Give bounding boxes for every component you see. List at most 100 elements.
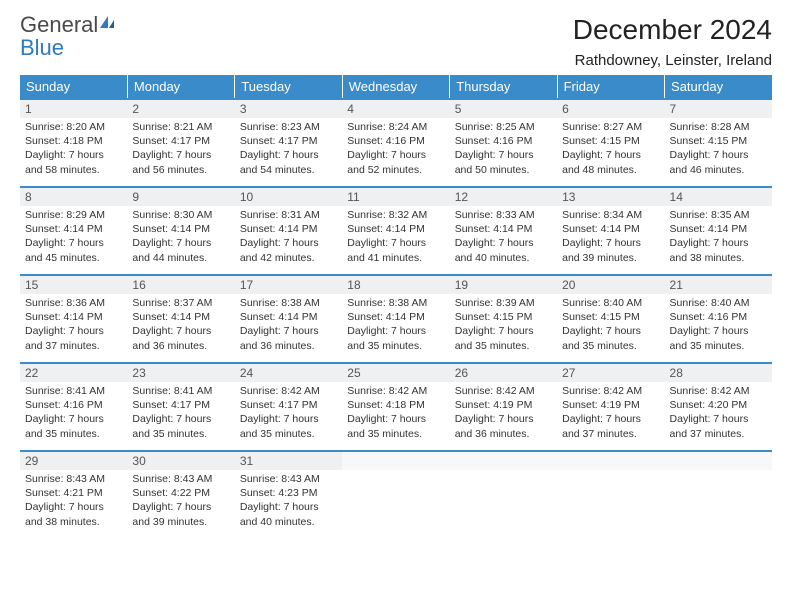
sunset-text: Sunset: 4:23 PM xyxy=(240,486,337,500)
sunset-text: Sunset: 4:19 PM xyxy=(562,398,659,412)
location: Rathdowney, Leinster, Ireland xyxy=(573,52,772,69)
sunrise-text: Sunrise: 8:35 AM xyxy=(670,208,767,222)
day-number: 14 xyxy=(665,188,772,206)
day-number: 18 xyxy=(342,276,449,294)
sunrise-text: Sunrise: 8:38 AM xyxy=(347,296,444,310)
calendar-cell xyxy=(450,451,557,539)
daylight-text: Daylight: 7 hours and 35 minutes. xyxy=(240,412,337,440)
logo-text-block: General Blue xyxy=(20,14,116,60)
sunrise-text: Sunrise: 8:41 AM xyxy=(25,384,122,398)
sunrise-text: Sunrise: 8:24 AM xyxy=(347,120,444,134)
day-details: Sunrise: 8:42 AMSunset: 4:19 PMDaylight:… xyxy=(557,382,664,445)
calendar-cell: 6Sunrise: 8:27 AMSunset: 4:15 PMDaylight… xyxy=(557,99,664,187)
sunrise-text: Sunrise: 8:42 AM xyxy=(562,384,659,398)
calendar-cell: 26Sunrise: 8:42 AMSunset: 4:19 PMDayligh… xyxy=(450,363,557,451)
day-number: 5 xyxy=(450,100,557,118)
calendar-cell: 12Sunrise: 8:33 AMSunset: 4:14 PMDayligh… xyxy=(450,187,557,275)
day-number: 1 xyxy=(20,100,127,118)
calendar-row: 1Sunrise: 8:20 AMSunset: 4:18 PMDaylight… xyxy=(20,99,772,187)
daylight-text: Daylight: 7 hours and 37 minutes. xyxy=(25,324,122,352)
day-number: 24 xyxy=(235,364,342,382)
day-details: Sunrise: 8:36 AMSunset: 4:14 PMDaylight:… xyxy=(20,294,127,357)
sunrise-text: Sunrise: 8:42 AM xyxy=(455,384,552,398)
sunrise-text: Sunrise: 8:42 AM xyxy=(347,384,444,398)
day-number: 26 xyxy=(450,364,557,382)
day-details: Sunrise: 8:33 AMSunset: 4:14 PMDaylight:… xyxy=(450,206,557,269)
logo: General Blue xyxy=(20,14,116,60)
sunset-text: Sunset: 4:14 PM xyxy=(25,310,122,324)
sunset-text: Sunset: 4:17 PM xyxy=(240,134,337,148)
calendar-row: 15Sunrise: 8:36 AMSunset: 4:14 PMDayligh… xyxy=(20,275,772,363)
daylight-text: Daylight: 7 hours and 35 minutes. xyxy=(132,412,229,440)
day-number xyxy=(665,452,772,470)
weekday-header: Friday xyxy=(557,75,664,99)
daylight-text: Daylight: 7 hours and 37 minutes. xyxy=(562,412,659,440)
day-details: Sunrise: 8:21 AMSunset: 4:17 PMDaylight:… xyxy=(127,118,234,181)
sunset-text: Sunset: 4:14 PM xyxy=(132,310,229,324)
daylight-text: Daylight: 7 hours and 44 minutes. xyxy=(132,236,229,264)
day-details: Sunrise: 8:34 AMSunset: 4:14 PMDaylight:… xyxy=(557,206,664,269)
day-number: 25 xyxy=(342,364,449,382)
day-number: 17 xyxy=(235,276,342,294)
sunrise-text: Sunrise: 8:23 AM xyxy=(240,120,337,134)
day-details: Sunrise: 8:28 AMSunset: 4:15 PMDaylight:… xyxy=(665,118,772,181)
day-details: Sunrise: 8:24 AMSunset: 4:16 PMDaylight:… xyxy=(342,118,449,181)
daylight-text: Daylight: 7 hours and 35 minutes. xyxy=(25,412,122,440)
daylight-text: Daylight: 7 hours and 36 minutes. xyxy=(455,412,552,440)
logo-blue: Blue xyxy=(20,35,64,60)
calendar-cell: 1Sunrise: 8:20 AMSunset: 4:18 PMDaylight… xyxy=(20,99,127,187)
day-number: 22 xyxy=(20,364,127,382)
calendar-cell xyxy=(665,451,772,539)
day-number: 3 xyxy=(235,100,342,118)
weekday-header: Sunday xyxy=(20,75,127,99)
calendar-cell: 27Sunrise: 8:42 AMSunset: 4:19 PMDayligh… xyxy=(557,363,664,451)
sunrise-text: Sunrise: 8:42 AM xyxy=(670,384,767,398)
daylight-text: Daylight: 7 hours and 39 minutes. xyxy=(132,500,229,528)
day-details: Sunrise: 8:37 AMSunset: 4:14 PMDaylight:… xyxy=(127,294,234,357)
day-number xyxy=(342,452,449,470)
sunset-text: Sunset: 4:15 PM xyxy=(455,310,552,324)
weekday-header-row: SundayMondayTuesdayWednesdayThursdayFrid… xyxy=(20,75,772,99)
day-number: 4 xyxy=(342,100,449,118)
day-details: Sunrise: 8:32 AMSunset: 4:14 PMDaylight:… xyxy=(342,206,449,269)
day-number: 15 xyxy=(20,276,127,294)
day-number: 20 xyxy=(557,276,664,294)
day-number: 2 xyxy=(127,100,234,118)
sunrise-text: Sunrise: 8:36 AM xyxy=(25,296,122,310)
day-details: Sunrise: 8:42 AMSunset: 4:19 PMDaylight:… xyxy=(450,382,557,445)
day-details: Sunrise: 8:43 AMSunset: 4:22 PMDaylight:… xyxy=(127,470,234,533)
calendar-cell: 24Sunrise: 8:42 AMSunset: 4:17 PMDayligh… xyxy=(235,363,342,451)
calendar-cell xyxy=(557,451,664,539)
calendar-cell: 3Sunrise: 8:23 AMSunset: 4:17 PMDaylight… xyxy=(235,99,342,187)
sunrise-text: Sunrise: 8:38 AM xyxy=(240,296,337,310)
calendar-cell: 7Sunrise: 8:28 AMSunset: 4:15 PMDaylight… xyxy=(665,99,772,187)
daylight-text: Daylight: 7 hours and 58 minutes. xyxy=(25,148,122,176)
day-number: 19 xyxy=(450,276,557,294)
daylight-text: Daylight: 7 hours and 40 minutes. xyxy=(240,500,337,528)
day-details: Sunrise: 8:38 AMSunset: 4:14 PMDaylight:… xyxy=(342,294,449,357)
weekday-header: Tuesday xyxy=(235,75,342,99)
calendar-row: 29Sunrise: 8:43 AMSunset: 4:21 PMDayligh… xyxy=(20,451,772,539)
sunset-text: Sunset: 4:15 PM xyxy=(562,134,659,148)
weekday-header: Saturday xyxy=(665,75,772,99)
sunset-text: Sunset: 4:18 PM xyxy=(25,134,122,148)
day-details: Sunrise: 8:38 AMSunset: 4:14 PMDaylight:… xyxy=(235,294,342,357)
day-number: 9 xyxy=(127,188,234,206)
day-number: 16 xyxy=(127,276,234,294)
calendar-cell: 8Sunrise: 8:29 AMSunset: 4:14 PMDaylight… xyxy=(20,187,127,275)
daylight-text: Daylight: 7 hours and 38 minutes. xyxy=(25,500,122,528)
sunrise-text: Sunrise: 8:41 AM xyxy=(132,384,229,398)
daylight-text: Daylight: 7 hours and 36 minutes. xyxy=(132,324,229,352)
weekday-header: Wednesday xyxy=(342,75,449,99)
sunset-text: Sunset: 4:15 PM xyxy=(670,134,767,148)
sunset-text: Sunset: 4:21 PM xyxy=(25,486,122,500)
day-details: Sunrise: 8:40 AMSunset: 4:15 PMDaylight:… xyxy=(557,294,664,357)
sail-icon xyxy=(98,14,116,35)
day-number: 31 xyxy=(235,452,342,470)
sunrise-text: Sunrise: 8:40 AM xyxy=(670,296,767,310)
day-number: 12 xyxy=(450,188,557,206)
calendar-table: SundayMondayTuesdayWednesdayThursdayFrid… xyxy=(20,75,772,539)
daylight-text: Daylight: 7 hours and 50 minutes. xyxy=(455,148,552,176)
daylight-text: Daylight: 7 hours and 37 minutes. xyxy=(670,412,767,440)
sunset-text: Sunset: 4:14 PM xyxy=(670,222,767,236)
